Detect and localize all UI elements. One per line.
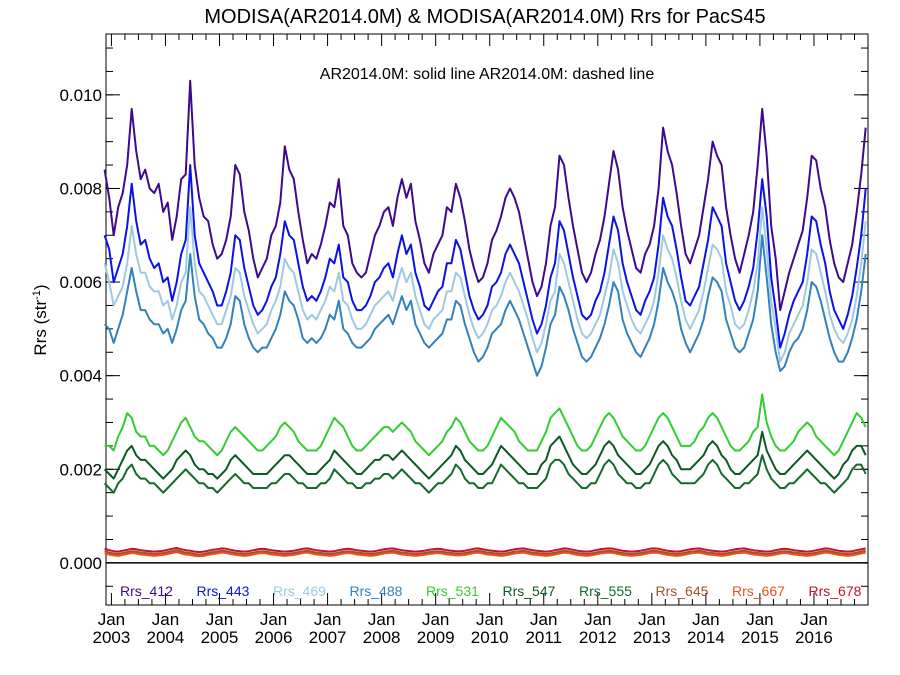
x-tick-month-label: Jan [152,610,179,629]
series-line-rrs-678 [104,546,866,554]
legend-item-rrs-678: Rrs_678 [809,583,862,599]
chart-subtitle: AR2014.0M: solid line AR2014.0M: dashed … [320,66,655,83]
x-tick-month-label: Jan [692,610,719,629]
y-tick-label: 0.000 [59,554,102,573]
x-tick-month-label: Jan [422,610,449,629]
x-tick-year-label: 2006 [255,628,293,647]
series-line-rrs-469 [103,206,867,363]
legend-item-rrs-488: Rrs_488 [350,583,403,599]
x-tick-year-label: 2015 [741,628,779,647]
y-tick-label: 0.006 [59,273,102,292]
x-tick-month-label: Jan [368,610,395,629]
x-tick-year-label: 2013 [633,628,671,647]
legend-item-rrs-412: Rrs_412 [120,583,173,599]
legend-item-rrs-547: Rrs_547 [503,583,556,599]
x-tick-year-label: 2012 [579,628,617,647]
x-tick-month-label: Jan [530,610,557,629]
x-tick-year-label: 2007 [309,628,347,647]
series-line-rrs-667 [104,551,866,558]
x-tick-month-label: Jan [314,610,341,629]
x-tick-month-label: Jan [746,610,773,629]
x-tick-year-label: 2009 [417,628,455,647]
legend-item-rrs-667: Rrs_667 [732,583,785,599]
x-axis: Jan2003Jan2004Jan2005Jan2006Jan2007Jan20… [92,34,855,647]
legend: Rrs_412 Rrs_443 Rrs_469 Rrs_488 Rrs_531 Rrs_5… [120,583,862,599]
x-tick-month-label: Jan [206,610,233,629]
x-tick-month-label: Jan [638,610,665,629]
series-line-rrs-443 [103,164,867,349]
x-tick-year-label: 2004 [147,628,185,647]
x-tick-year-label: 2003 [92,628,130,647]
series-line-rrs-555 [103,454,867,494]
y-tick-label: 0.008 [59,179,102,198]
y-tick-label: 0.004 [59,367,102,386]
x-tick-year-label: 2016 [795,628,833,647]
series-lines [103,79,867,558]
series-line-rrs-531 [104,393,867,457]
chart-title: MODISA(AR2014.0M) & MODISA(AR2014.0M) Rr… [204,6,765,28]
x-tick-month-label: Jan [260,610,287,629]
x-tick-month-label: Jan [584,610,611,629]
x-tick-year-label: 2010 [471,628,509,647]
x-tick-year-label: 2005 [201,628,239,647]
series-line-rrs-488 [103,234,867,377]
legend-item-rrs-645: Rrs_645 [656,583,709,599]
x-tick-month-label: Jan [476,610,503,629]
series-line-rrs-547 [103,430,867,480]
series-line-rrs-645 [104,549,866,556]
legend-item-rrs-555: Rrs_555 [579,583,632,599]
y-tick-label: 0.002 [59,460,102,479]
series-line-rrs-412 [103,79,867,312]
legend-item-rrs-443: Rrs_443 [197,583,250,599]
plot-frame [105,33,869,606]
legend-item-rrs-531: Rrs_531 [426,583,479,599]
legend-item-rrs-469: Rrs_469 [273,583,326,599]
y-axis-label: Rrs (str-1) [31,284,50,355]
x-tick-month-label: Jan [800,610,827,629]
x-tick-year-label: 2014 [687,628,725,647]
x-tick-year-label: 2008 [363,628,401,647]
y-tick-label: 0.010 [59,86,102,105]
x-tick-year-label: 2011 [525,628,562,647]
x-tick-month-label: Jan [98,610,125,629]
